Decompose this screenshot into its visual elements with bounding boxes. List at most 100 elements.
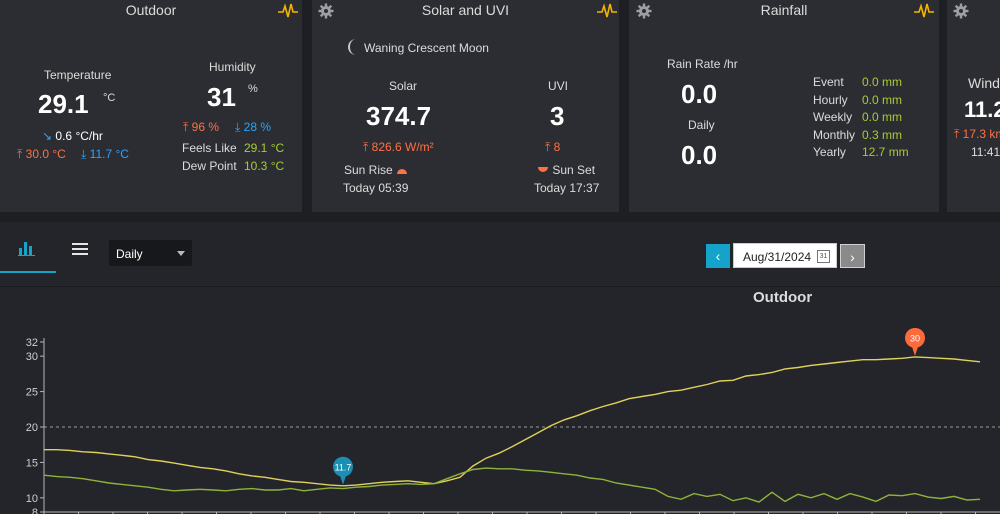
pulse-icon[interactable] — [596, 2, 618, 20]
feels-like-value: 29.1 °C — [244, 141, 285, 155]
gear-icon[interactable] — [318, 3, 334, 19]
rate-unit: °C/hr — [75, 129, 103, 143]
wind-card: Wind 11.2 ⤒ 17.3 km 11:41 — [947, 0, 1000, 212]
uvi-label: UVI — [548, 79, 569, 93]
humidity-value: 31 — [207, 82, 236, 112]
bar-chart-icon — [18, 242, 35, 256]
outdoor-card: Outdoor Temperature 29.1 °C ↘ 0.6 °C/hr … — [0, 0, 302, 212]
humidity-min: ⤓ 28 % — [235, 120, 271, 135]
chart-view-tab[interactable] — [0, 228, 56, 273]
temperature-value: 29.1 — [38, 89, 89, 119]
rain-row-label: Yearly — [813, 145, 846, 159]
humidity-max: ⤒ 96 % — [183, 120, 219, 135]
y-tick-label: 15 — [26, 457, 38, 469]
wind-max-value: 17.3 km — [962, 127, 1000, 141]
temperature-label: Temperature — [44, 68, 112, 82]
rain-row-label: Monthly — [813, 127, 856, 142]
solar-max-value: 826.6 W/m² — [371, 140, 434, 154]
rain-rate-label: Rain Rate /hr — [667, 57, 738, 71]
sunset-label-text: Sun Set — [552, 163, 596, 177]
max-icon: ⤒ — [545, 140, 551, 154]
y-tick-label: 25 — [26, 387, 38, 399]
summary-panel: Outdoor Temperature 29.1 °C ↘ 0.6 °C/hr … — [0, 0, 1000, 222]
rainfall-card-title: Rainfall — [760, 2, 808, 18]
sunset-icon — [538, 167, 548, 172]
temp-min-value: 11.7 °C — [89, 147, 129, 161]
max-icon: ⤒ — [363, 140, 369, 154]
humidity-unit: % — [248, 83, 258, 95]
prev-date-button[interactable]: ‹ — [706, 244, 730, 268]
pulse-icon[interactable] — [277, 2, 299, 20]
pulse-icon[interactable] — [913, 2, 935, 20]
rain-row-label: Hourly — [813, 92, 848, 107]
marker-label: 11.7 — [335, 462, 352, 472]
wind-value: 11.2 — [964, 97, 1000, 122]
trend-down-icon: ↘ — [42, 129, 53, 143]
marker-pin — [905, 327, 925, 348]
rain-row-value: 0.0 mm — [862, 92, 903, 107]
daily-label: Daily — [688, 118, 715, 132]
period-select[interactable]: Daily — [109, 240, 192, 266]
sunrise-time: Today 05:39 — [343, 181, 409, 195]
uvi-max: ⤒ 8 — [545, 140, 560, 155]
rain-row-value: 12.7 mm — [862, 145, 909, 159]
sunset-label: Sun Set — [537, 163, 595, 177]
hum-max-value: 96 % — [191, 120, 220, 134]
sunrise-label-text: Sun Rise — [344, 163, 393, 177]
daily-rain-value: 0.0 — [681, 140, 718, 170]
solar-max: ⤒ 826.6 W/m² — [363, 140, 434, 155]
dew-point-label: Dew Point — [182, 159, 237, 173]
sunrise-icon — [397, 169, 408, 174]
uvi-max-value: 8 — [553, 140, 561, 154]
outdoor-chart: 8 10 15 20 25 30 32 11.7 30 — [26, 327, 1000, 514]
chevron-down-icon — [177, 251, 185, 256]
temperature-unit: °C — [103, 92, 116, 104]
rain-row-value: 0.3 mm — [862, 127, 903, 142]
y-tick-label: 10 — [26, 493, 38, 505]
y-tick-label: 20 — [26, 422, 38, 434]
rain-row-label: Weekly — [813, 110, 853, 124]
date-input[interactable]: Aug/31/2024 31 — [733, 243, 837, 268]
calendar-icon[interactable]: 31 — [817, 250, 830, 263]
rain-row-label: Event — [813, 75, 844, 89]
wind-label: Wind — [968, 75, 1000, 91]
moon-icon — [348, 39, 356, 55]
y-tick-label: 30 — [26, 351, 38, 363]
feels-like-label: Feels Like — [182, 141, 237, 155]
marker-label: 30 — [910, 333, 920, 343]
min-icon: ⤓ — [235, 120, 241, 134]
max-icon: ⤒ — [183, 120, 189, 134]
rain-rate-value: 0.0 — [681, 79, 718, 109]
temp-max-value: 30.0 °C — [25, 147, 66, 161]
y-tick-label: 32 — [26, 337, 38, 349]
solar-value: 374.7 — [366, 101, 432, 131]
gear-icon[interactable] — [953, 3, 969, 19]
date-input-value: Aug/31/2024 — [743, 250, 812, 264]
chart-toolbar: Daily ‹ Aug/31/2024 31 › — [0, 228, 1000, 284]
sunrise-label: Sun Rise — [344, 163, 408, 177]
rain-row-value: 0.0 mm — [862, 110, 903, 124]
rate-value: 0.6 — [55, 129, 73, 143]
rainfall-card: Rainfall Rain Rate /hr 0.0 Daily 0.0 Eve… — [629, 0, 939, 212]
humidity-label: Humidity — [209, 60, 256, 74]
marker-pin — [333, 456, 353, 477]
table-view-tab[interactable] — [66, 238, 94, 264]
wind-max: ⤒ 17.3 km — [954, 127, 1000, 142]
sunset-time: Today 17:37 — [534, 181, 600, 195]
next-date-button[interactable]: › — [840, 244, 865, 268]
menu-icon — [72, 243, 88, 255]
period-select-value: Daily — [116, 247, 143, 261]
solar-label: Solar — [389, 79, 418, 93]
solar-card-title: Solar and UVI — [421, 2, 510, 18]
gear-icon[interactable] — [636, 3, 652, 19]
max-icon: ⤒ — [17, 147, 23, 161]
temperature-max: ⤒ 30.0 °C — [17, 147, 66, 162]
temperature-rate: ↘ 0.6 °C/hr — [42, 129, 103, 143]
outdoor-chart-panel: Outdoor 8 10 15 20 25 30 32 11.7 30 — [0, 286, 1000, 514]
hum-min-value: 28 % — [243, 120, 272, 134]
wind-time: 11:41 — [971, 145, 1000, 159]
chart-title: Outdoor — [753, 289, 813, 306]
solar-card: Solar and UVI Waning Crescent Moon Solar… — [312, 0, 619, 212]
min-icon: ⤓ — [81, 147, 87, 161]
series-line-1 — [43, 467, 981, 503]
